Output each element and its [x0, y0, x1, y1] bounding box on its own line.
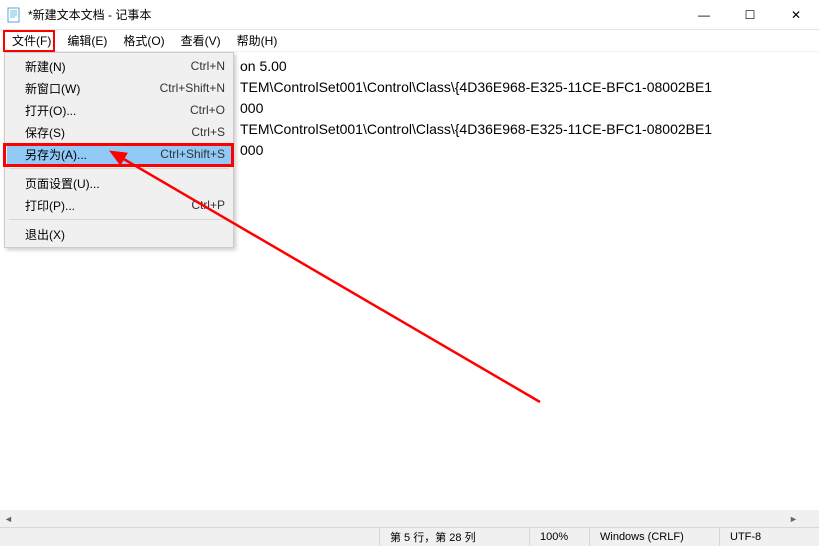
menu-item-shortcut: Ctrl+Shift+N — [160, 81, 225, 95]
close-button[interactable]: ✕ — [773, 0, 819, 30]
menu-item-label: 新建(N) — [25, 58, 191, 75]
menu-item-label: 退出(X) — [25, 226, 225, 243]
status-encoding: UTF-8 — [719, 528, 819, 546]
menu-separator — [9, 168, 229, 169]
status-cursor-position: 第 5 行，第 28 列 — [379, 528, 529, 546]
menu-item-save-as[interactable]: 另存为(A)...Ctrl+Shift+S — [7, 143, 231, 165]
menu-view[interactable]: 查看(V) — [173, 30, 229, 51]
file-menu-dropdown: 新建(N)Ctrl+N 新窗口(W)Ctrl+Shift+N 打开(O)...C… — [4, 52, 234, 248]
menu-item-shortcut: Ctrl+P — [191, 198, 225, 212]
window-title: *新建文本文档 - 记事本 — [28, 6, 681, 23]
status-eol: Windows (CRLF) — [589, 528, 719, 546]
menu-item-shortcut: Ctrl+N — [191, 59, 225, 73]
menu-item-label: 新窗口(W) — [25, 80, 160, 97]
menu-item-new[interactable]: 新建(N)Ctrl+N — [7, 55, 231, 77]
menu-item-shortcut: Ctrl+Shift+S — [160, 147, 225, 161]
menu-item-label: 打印(P)... — [25, 197, 191, 214]
menu-edit[interactable]: 编辑(E) — [59, 30, 115, 51]
content-line2: TEM\ControlSet001\Control\Class\{4D36E96… — [240, 79, 712, 95]
menu-item-new-window[interactable]: 新窗口(W)Ctrl+Shift+N — [7, 77, 231, 99]
content-line5: 000 — [240, 142, 263, 158]
status-zoom: 100% — [529, 528, 589, 546]
menu-item-shortcut: Ctrl+O — [190, 103, 225, 117]
scrollbar-track[interactable] — [17, 510, 785, 527]
horizontal-scrollbar[interactable]: ◄ ► — [0, 510, 802, 527]
menu-format[interactable]: 格式(O) — [115, 30, 172, 51]
statusbar: 第 5 行，第 28 列 100% Windows (CRLF) UTF-8 — [0, 527, 819, 546]
menu-item-open[interactable]: 打开(O)...Ctrl+O — [7, 99, 231, 121]
content-line1: on 5.00 — [240, 58, 287, 74]
menu-item-label: 页面设置(U)... — [25, 175, 225, 192]
menu-separator — [9, 219, 229, 220]
menu-item-shortcut: Ctrl+S — [191, 125, 225, 139]
menubar: 文件(F) 编辑(E) 格式(O) 查看(V) 帮助(H) — [0, 30, 819, 52]
menu-item-label: 另存为(A)... — [25, 146, 160, 163]
maximize-button[interactable]: ☐ — [727, 0, 773, 30]
window-buttons: — ☐ ✕ — [681, 0, 819, 30]
scroll-left-button[interactable]: ◄ — [0, 510, 17, 527]
menu-item-save[interactable]: 保存(S)Ctrl+S — [7, 121, 231, 143]
scroll-right-button[interactable]: ► — [785, 510, 802, 527]
menu-item-print[interactable]: 打印(P)...Ctrl+P — [7, 194, 231, 216]
menu-file[interactable]: 文件(F) — [4, 30, 59, 51]
menu-help[interactable]: 帮助(H) — [229, 30, 286, 51]
content-line3: 000 — [240, 100, 263, 116]
menu-item-page-setup[interactable]: 页面设置(U)... — [7, 172, 231, 194]
menu-item-label: 保存(S) — [25, 124, 191, 141]
menu-item-exit[interactable]: 退出(X) — [7, 223, 231, 245]
content-line4: TEM\ControlSet001\Control\Class\{4D36E96… — [240, 121, 712, 137]
menu-item-label: 打开(O)... — [25, 102, 190, 119]
notepad-icon — [6, 7, 22, 23]
minimize-button[interactable]: — — [681, 0, 727, 30]
scrollbar-corner — [802, 510, 819, 527]
titlebar: *新建文本文档 - 记事本 — ☐ ✕ — [0, 0, 819, 30]
